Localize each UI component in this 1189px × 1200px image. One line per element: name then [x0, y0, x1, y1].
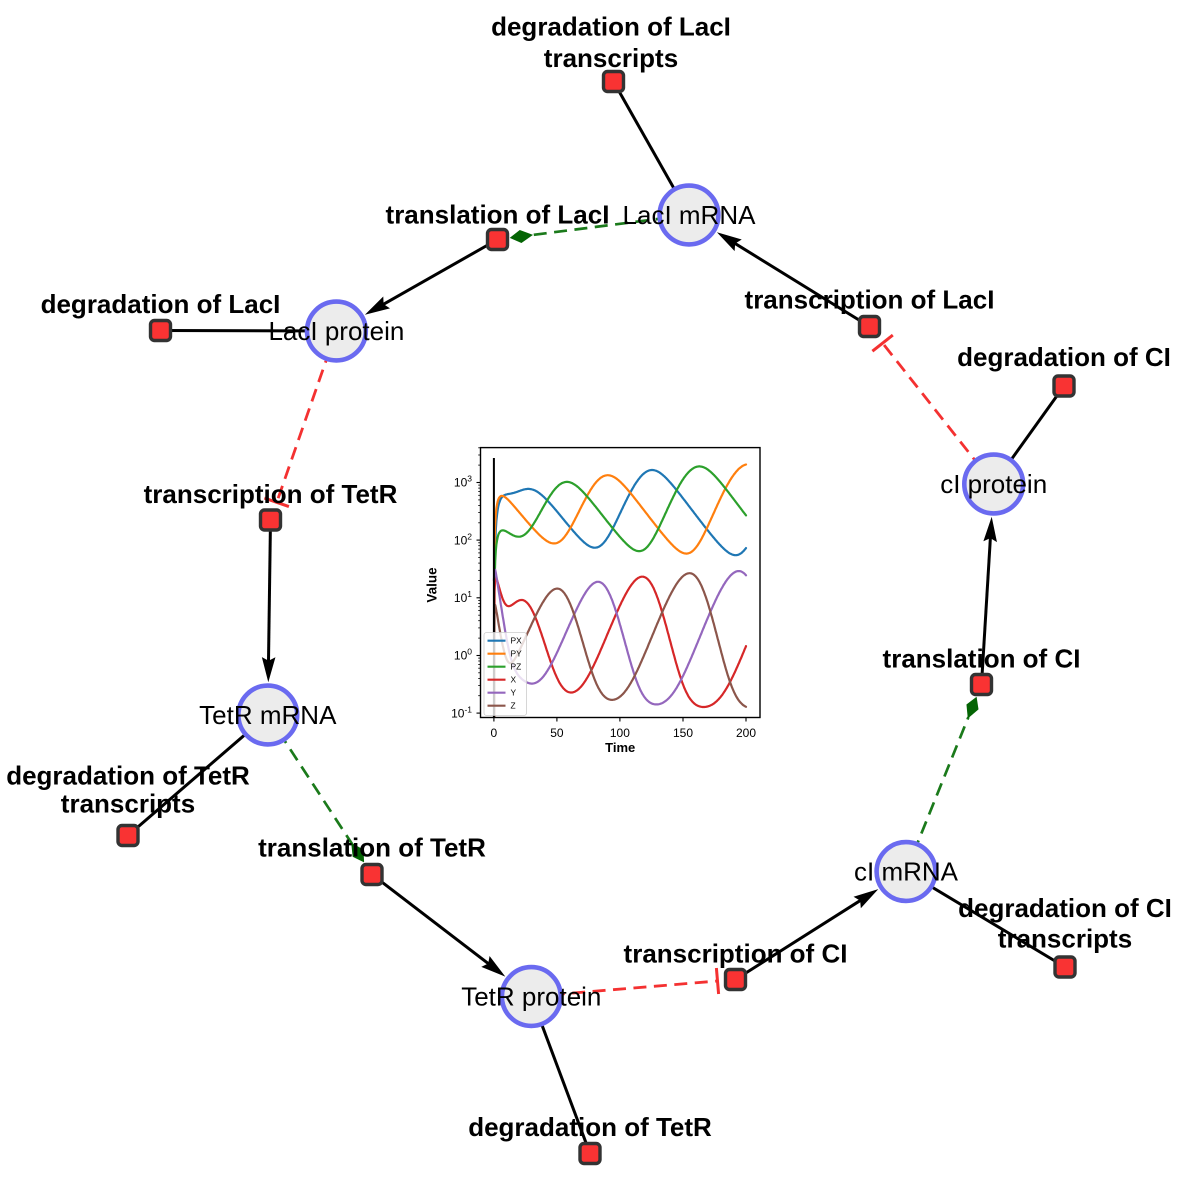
svg-text:transcription of TetR: transcription of TetR: [144, 479, 398, 509]
svg-text:degradation of TetR: degradation of TetR: [6, 760, 250, 790]
svg-text:degradation of LacI: degradation of LacI: [41, 289, 281, 319]
svg-text:translation of CI: translation of CI: [883, 644, 1081, 674]
svg-text:PY: PY: [511, 649, 523, 659]
svg-text:200: 200: [736, 726, 756, 740]
svg-text:degradation of CI: degradation of CI: [958, 893, 1172, 923]
svg-text:Y: Y: [511, 688, 517, 698]
svg-text:cI mRNA: cI mRNA: [854, 857, 959, 887]
svg-text:100: 100: [610, 726, 630, 740]
svg-text:150: 150: [673, 726, 693, 740]
svg-text:translation of TetR: translation of TetR: [258, 833, 486, 863]
svg-text:transcription of LacI: transcription of LacI: [745, 285, 995, 315]
svg-text:TetR protein: TetR protein: [461, 982, 601, 1012]
svg-text:LacI protein: LacI protein: [268, 316, 404, 346]
svg-text:degradation of LacI: degradation of LacI: [491, 11, 731, 41]
svg-text:transcription of CI: transcription of CI: [624, 939, 848, 969]
svg-text:cI protein: cI protein: [940, 469, 1047, 499]
svg-text:transcripts: transcripts: [61, 789, 195, 819]
svg-text:PX: PX: [511, 636, 523, 646]
svg-text:0: 0: [491, 726, 498, 740]
svg-text:50: 50: [550, 726, 564, 740]
svg-text:degradation of TetR: degradation of TetR: [468, 1112, 712, 1142]
svg-text:Value: Value: [425, 567, 440, 603]
svg-text:LacI mRNA: LacI mRNA: [623, 200, 757, 230]
svg-text:degradation of CI: degradation of CI: [957, 342, 1171, 372]
svg-text:Z: Z: [511, 701, 516, 711]
svg-text:transcripts: transcripts: [544, 43, 678, 73]
svg-text:PZ: PZ: [511, 662, 522, 672]
svg-text:X: X: [511, 675, 517, 685]
svg-text:translation of LacI: translation of LacI: [386, 200, 610, 230]
svg-text:TetR mRNA: TetR mRNA: [199, 700, 337, 730]
svg-text:Time: Time: [605, 740, 635, 755]
svg-text:transcripts: transcripts: [998, 923, 1132, 953]
